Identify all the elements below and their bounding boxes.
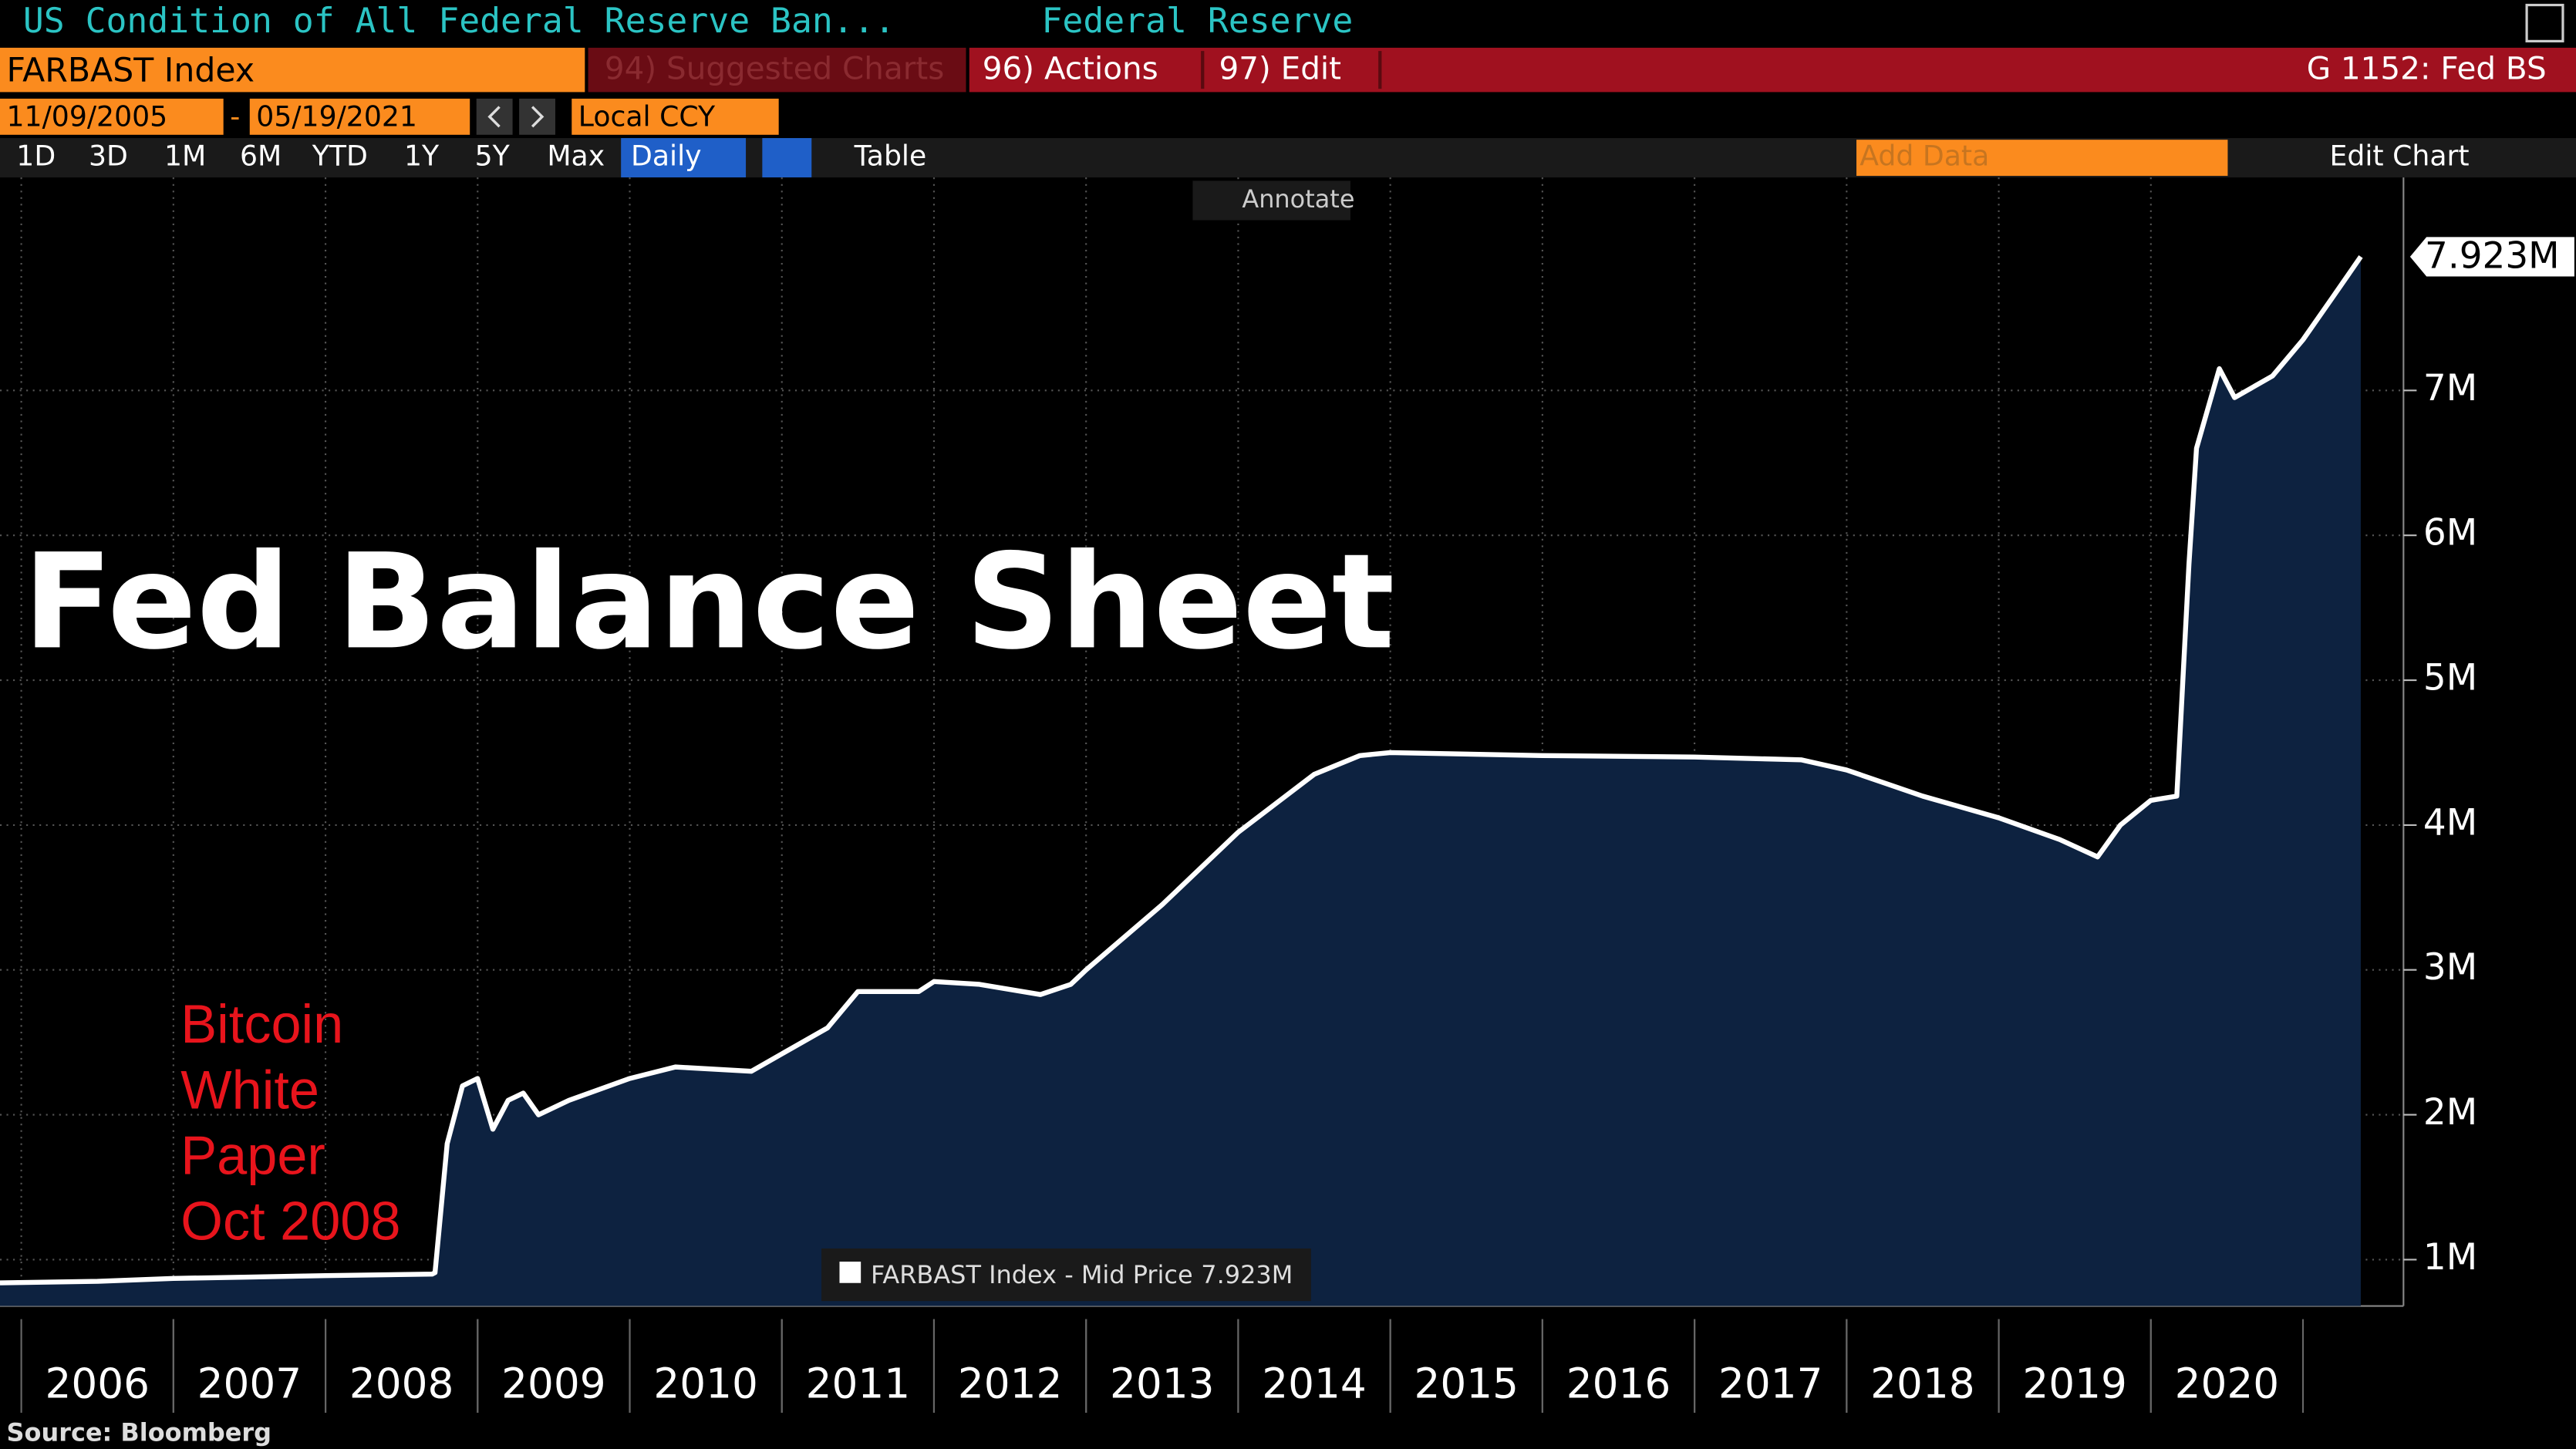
x-tick-label: 2016: [1566, 1360, 1671, 1408]
ticker: FARBAST Index: [7, 51, 255, 89]
annotation-line: Paper: [180, 1125, 325, 1186]
currency: Local CCY: [578, 99, 716, 133]
prev-button[interactable]: [476, 98, 513, 135]
start-date-box[interactable]: [0, 98, 224, 135]
maximize-icon[interactable]: [2525, 3, 2564, 42]
x-tick-label: 2012: [958, 1360, 1063, 1408]
x-tick-label: 2017: [1718, 1360, 1823, 1408]
next-button[interactable]: [519, 98, 555, 135]
x-tick-label: 2018: [1870, 1360, 1975, 1408]
y-tick-label: 3M: [2423, 947, 2477, 989]
frequency: Daily: [631, 140, 702, 173]
currency-box[interactable]: [572, 98, 779, 135]
range-button[interactable]: 6M: [240, 140, 282, 173]
legend-box: [821, 1248, 1311, 1302]
line: [0, 255, 2363, 1286]
annotation-line: Oct 2008: [180, 1191, 400, 1252]
legend-swatch: [839, 1262, 861, 1283]
last-value-label: 7.923M: [2425, 236, 2560, 278]
x-tick-label: 2010: [653, 1360, 758, 1408]
end-date-box[interactable]: [249, 98, 470, 135]
add-data-box[interactable]: [1856, 140, 2228, 177]
suggested-label: 94) Suggested Charts: [605, 50, 944, 87]
edit-button[interactable]: 97) Edit: [1219, 50, 1342, 87]
arrow-icons: [487, 106, 545, 128]
ticker-box[interactable]: [0, 47, 585, 93]
y-tick-label: 2M: [2423, 1092, 2477, 1134]
x-tick-label: 2009: [501, 1360, 606, 1408]
range-button[interactable]: 1D: [16, 140, 56, 173]
date-dash: -: [230, 99, 240, 133]
table-button[interactable]: Table: [854, 140, 927, 173]
x-tick-label: 2006: [45, 1360, 150, 1408]
x-tick-label: 2019: [2022, 1360, 2127, 1408]
y-tick-label: 5M: [2423, 658, 2477, 699]
last-value-box: [2409, 237, 2574, 277]
security-title: US Condition of All Federal Reserve Ban.…: [23, 0, 895, 41]
suggested-button[interactable]: [588, 47, 966, 93]
legend-text: FARBAST Index - Mid Price 7.923M: [871, 1260, 1293, 1289]
start-date: 11/09/2005: [7, 99, 168, 133]
y-tick-label: 1M: [2423, 1237, 2477, 1279]
x-tick-label: 2007: [197, 1360, 302, 1408]
legend-name: FARBAST Index - Mid Price: [871, 1260, 1193, 1289]
source: Source: Bloomberg: [7, 1418, 271, 1447]
range-button[interactable]: 1M: [164, 140, 206, 173]
menu-bar: [969, 47, 2576, 93]
area: [0, 256, 2361, 1306]
x-tick-label: 2008: [349, 1360, 454, 1408]
range-button[interactable]: 3D: [89, 140, 128, 173]
chart-type-button[interactable]: [762, 138, 812, 178]
x-tick-label: 2014: [1262, 1360, 1367, 1408]
y-tick-label: 4M: [2423, 802, 2477, 844]
x-tick-label: 2013: [1110, 1360, 1215, 1408]
chart-title: Fed Balance Sheet: [23, 526, 1394, 679]
end-date: 05/19/2021: [256, 99, 417, 133]
range-button[interactable]: 1Y: [404, 140, 440, 173]
actions-button[interactable]: 96) Actions: [983, 50, 1158, 87]
y-axis-panel: [2403, 177, 2576, 1306]
add-data: Add Data: [1860, 140, 1989, 173]
y-tick-label: 7M: [2423, 368, 2477, 409]
annotation-line: White: [180, 1059, 319, 1120]
y-tick-label: 6M: [2423, 513, 2477, 554]
source-name: Federal Reserve: [1041, 0, 1353, 41]
range-button[interactable]: 5Y: [475, 140, 511, 173]
annotate-label: Annotate: [1242, 184, 1354, 214]
edit-chart-button[interactable]: Edit Chart: [2329, 140, 2469, 173]
annotation-line: Bitcoin: [180, 993, 343, 1054]
legend-value: 7.923M: [1201, 1260, 1293, 1289]
range-button[interactable]: YTD: [312, 140, 368, 173]
x-tick-label: 2011: [806, 1360, 911, 1408]
annotate-button[interactable]: [1192, 180, 1350, 221]
x-tick-label: 2020: [2175, 1360, 2280, 1408]
function-code: G 1152: Fed BS: [2307, 50, 2547, 87]
frequency-button[interactable]: [621, 138, 747, 178]
x-tick-label: 2015: [1414, 1360, 1519, 1408]
range-button[interactable]: Max: [547, 140, 605, 173]
